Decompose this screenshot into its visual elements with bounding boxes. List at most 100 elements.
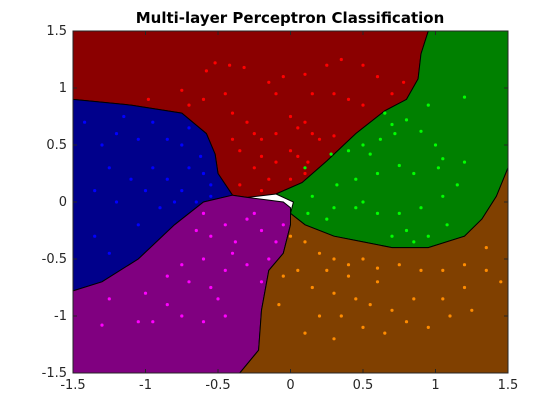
data-point bbox=[412, 297, 416, 301]
data-point bbox=[375, 211, 380, 215]
data-point bbox=[378, 137, 382, 141]
data-point bbox=[412, 240, 416, 244]
x-tick-label: -1.5 bbox=[60, 378, 85, 393]
data-point bbox=[361, 103, 365, 107]
data-point bbox=[259, 137, 264, 141]
data-point bbox=[165, 274, 169, 278]
data-point bbox=[199, 154, 203, 158]
data-point bbox=[288, 114, 293, 119]
data-point bbox=[404, 118, 409, 122]
data-point bbox=[354, 177, 358, 181]
data-point bbox=[180, 88, 184, 92]
data-point bbox=[310, 285, 314, 290]
data-point bbox=[339, 314, 343, 318]
data-point bbox=[136, 137, 140, 141]
y-tick-label: -0.5 bbox=[42, 252, 67, 267]
y-tick-label: 1.5 bbox=[46, 24, 67, 39]
y-tick-label: -1 bbox=[54, 309, 67, 324]
data-point bbox=[397, 163, 401, 168]
data-point bbox=[288, 234, 293, 238]
data-point bbox=[441, 268, 445, 272]
data-point bbox=[93, 189, 97, 193]
data-point bbox=[484, 268, 488, 272]
x-tick-label: 0 bbox=[286, 378, 294, 393]
data-point bbox=[288, 149, 293, 153]
data-point bbox=[462, 95, 467, 99]
data-point bbox=[375, 266, 380, 270]
data-point bbox=[419, 206, 423, 210]
data-point bbox=[296, 154, 300, 158]
x-tick-label: 0.5 bbox=[353, 378, 374, 393]
data-point bbox=[383, 331, 387, 335]
data-point bbox=[209, 183, 213, 187]
data-point bbox=[209, 234, 213, 238]
data-point bbox=[325, 63, 329, 67]
data-point bbox=[209, 194, 213, 198]
data-point bbox=[281, 223, 285, 227]
data-point bbox=[238, 149, 242, 153]
data-point bbox=[107, 297, 111, 301]
data-point bbox=[375, 280, 380, 284]
data-point bbox=[245, 263, 249, 267]
data-point bbox=[93, 234, 97, 238]
data-point bbox=[325, 268, 329, 272]
data-point bbox=[310, 132, 314, 136]
data-point bbox=[404, 320, 409, 324]
data-point bbox=[143, 189, 148, 193]
data-point bbox=[332, 257, 336, 261]
data-point bbox=[361, 325, 365, 329]
data-point bbox=[390, 308, 394, 312]
data-point bbox=[107, 251, 111, 255]
chart-title: Multi-layer Perceptron Classification bbox=[136, 9, 445, 27]
data-point bbox=[274, 132, 278, 136]
data-point bbox=[252, 211, 256, 215]
data-point bbox=[317, 137, 322, 141]
data-point bbox=[419, 129, 423, 133]
data-point bbox=[335, 183, 339, 187]
data-point bbox=[259, 154, 264, 158]
data-point bbox=[187, 280, 191, 284]
data-point bbox=[267, 80, 271, 84]
data-point bbox=[361, 143, 365, 147]
data-point bbox=[390, 234, 394, 238]
data-point bbox=[361, 257, 365, 261]
data-point bbox=[303, 331, 307, 335]
data-point bbox=[303, 166, 307, 170]
data-point bbox=[204, 69, 208, 73]
data-point bbox=[187, 103, 191, 107]
data-point bbox=[238, 183, 242, 187]
y-tick-label: 0.5 bbox=[46, 138, 67, 153]
data-point bbox=[146, 97, 150, 101]
data-point bbox=[436, 166, 440, 170]
data-point bbox=[354, 297, 358, 301]
data-point bbox=[151, 120, 155, 124]
data-point bbox=[180, 314, 184, 318]
data-point bbox=[100, 143, 104, 147]
data-points bbox=[83, 57, 503, 341]
data-point bbox=[306, 211, 310, 215]
data-point bbox=[252, 132, 256, 136]
data-point bbox=[209, 285, 213, 290]
data-point bbox=[441, 297, 445, 301]
data-point bbox=[346, 149, 351, 153]
data-point bbox=[223, 223, 227, 227]
data-point bbox=[375, 171, 380, 176]
data-point bbox=[151, 166, 155, 170]
data-point bbox=[368, 303, 372, 307]
data-point bbox=[122, 114, 126, 119]
data-point bbox=[296, 126, 300, 130]
data-point bbox=[245, 217, 249, 221]
data-point bbox=[187, 166, 191, 170]
data-point bbox=[114, 200, 119, 204]
data-point bbox=[201, 257, 206, 261]
data-point bbox=[228, 63, 232, 67]
data-point bbox=[470, 308, 474, 312]
data-point bbox=[201, 171, 206, 176]
data-point bbox=[441, 157, 445, 161]
data-point bbox=[346, 274, 351, 278]
data-point bbox=[100, 323, 104, 327]
x-tick-label: 1 bbox=[431, 378, 439, 393]
y-tick-label: 0 bbox=[59, 195, 67, 210]
data-point bbox=[339, 57, 343, 62]
